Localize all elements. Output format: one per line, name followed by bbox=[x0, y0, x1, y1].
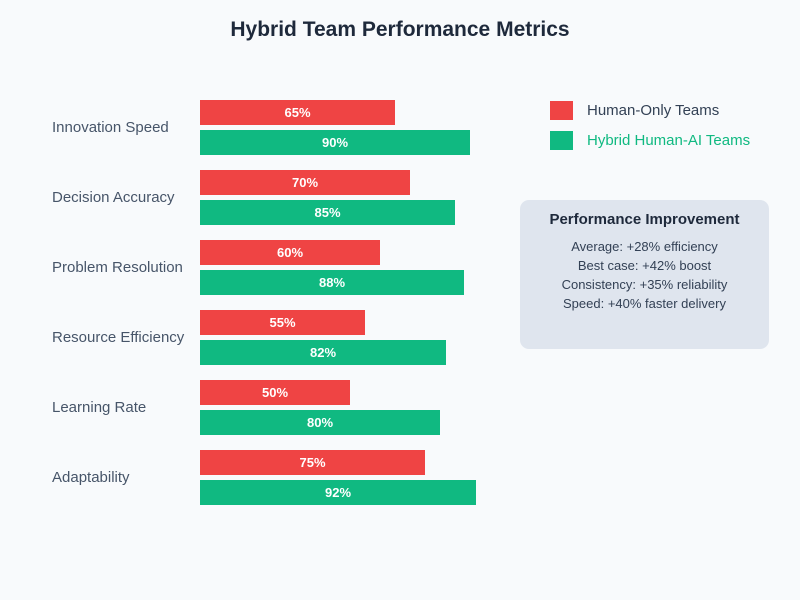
performance-improvement-panel: Performance Improvement Average: +28% ef… bbox=[520, 200, 769, 349]
human-only-bar: 50% bbox=[200, 380, 350, 405]
legend-item-hybrid: Hybrid Human-AI Teams bbox=[550, 130, 750, 150]
hybrid-bar: 90% bbox=[200, 130, 470, 155]
stat-best-case: Best case: +42% boost bbox=[577, 258, 712, 273]
stat-speed: Speed: +40% faster delivery bbox=[563, 296, 726, 311]
page-title: Hybrid Team Performance Metrics bbox=[230, 18, 570, 41]
category-label: Learning Rate bbox=[52, 399, 147, 416]
human-only-bar: 60% bbox=[200, 240, 380, 265]
legend-label: Human-Only Teams bbox=[587, 101, 720, 119]
panel-title: Performance Improvement bbox=[549, 211, 740, 228]
human-only-bar: 70% bbox=[200, 170, 410, 195]
bar-group: Resource Efficiency 55% 82% bbox=[0, 310, 520, 365]
human-only-bar: 75% bbox=[200, 450, 425, 475]
category-label: Resource Efficiency bbox=[52, 329, 185, 346]
human-only-bar: 65% bbox=[200, 100, 395, 125]
category-label: Adaptability bbox=[52, 469, 130, 486]
hybrid-bar: 80% bbox=[200, 410, 440, 435]
legend-swatch-green bbox=[550, 130, 573, 150]
hybrid-bar: 92% bbox=[200, 480, 476, 505]
hybrid-bar: 88% bbox=[200, 270, 464, 295]
legend-swatch-red bbox=[550, 100, 573, 120]
category-label: Innovation Speed bbox=[52, 119, 169, 136]
bar-group: Problem Resolution 60% 88% bbox=[0, 240, 520, 295]
stat-average: Average: +28% efficiency bbox=[571, 239, 718, 254]
hybrid-bar: 82% bbox=[200, 340, 446, 365]
hybrid-bar: 85% bbox=[200, 200, 455, 225]
bar-group: Decision Accuracy 70% 85% bbox=[0, 170, 520, 225]
bar-group: Adaptability 75% 92% bbox=[0, 450, 520, 505]
legend-label: Hybrid Human-AI Teams bbox=[587, 131, 751, 149]
chart-legend: Human-Only Teams Hybrid Human-AI Teams bbox=[550, 100, 750, 160]
human-only-bar: 55% bbox=[200, 310, 365, 335]
category-label: Problem Resolution bbox=[52, 259, 183, 276]
stat-consistency: Consistency: +35% reliability bbox=[561, 277, 728, 292]
category-label: Decision Accuracy bbox=[52, 189, 175, 206]
legend-item-human-only: Human-Only Teams bbox=[550, 100, 750, 120]
bar-group: Innovation Speed 65% 90% bbox=[0, 100, 520, 155]
bar-group: Learning Rate 50% 80% bbox=[0, 380, 520, 435]
